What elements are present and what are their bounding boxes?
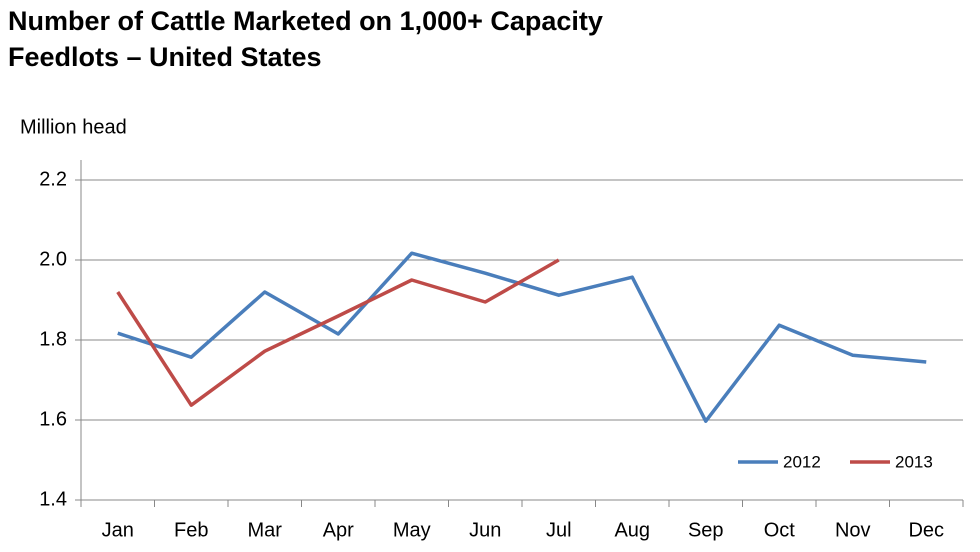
y-tick-label: 1.8 bbox=[39, 328, 67, 350]
y-tick-label: 2.0 bbox=[39, 248, 67, 270]
y-axis-label: Million head bbox=[20, 116, 127, 138]
x-tick-label: Apr bbox=[323, 519, 354, 541]
series-line bbox=[116, 258, 560, 407]
x-tick-label: Aug bbox=[614, 519, 650, 541]
series-line bbox=[117, 251, 927, 423]
y-tick-label: 1.6 bbox=[39, 408, 67, 430]
x-tick-label: Jan bbox=[102, 519, 134, 541]
x-tick-label: Jul bbox=[546, 519, 572, 541]
chart-title: Feedlots – United States bbox=[8, 42, 322, 72]
x-tick-label: Mar bbox=[248, 519, 283, 541]
y-tick-label: 2.2 bbox=[39, 168, 67, 190]
x-tick-label: Feb bbox=[174, 519, 208, 541]
x-tick-label: Sep bbox=[688, 519, 724, 541]
x-tick-label: Jun bbox=[469, 519, 501, 541]
y-tick-label: 1.4 bbox=[39, 488, 67, 510]
x-tick-label: Oct bbox=[764, 519, 796, 541]
chart-title: Number of Cattle Marketed on 1,000+ Capa… bbox=[8, 6, 603, 36]
legend-label: 2013 bbox=[895, 452, 933, 471]
x-tick-label: Nov bbox=[835, 519, 871, 541]
x-tick-label: Dec bbox=[908, 519, 944, 541]
x-tick-label: May bbox=[393, 519, 431, 541]
legend-label: 2012 bbox=[783, 452, 821, 471]
